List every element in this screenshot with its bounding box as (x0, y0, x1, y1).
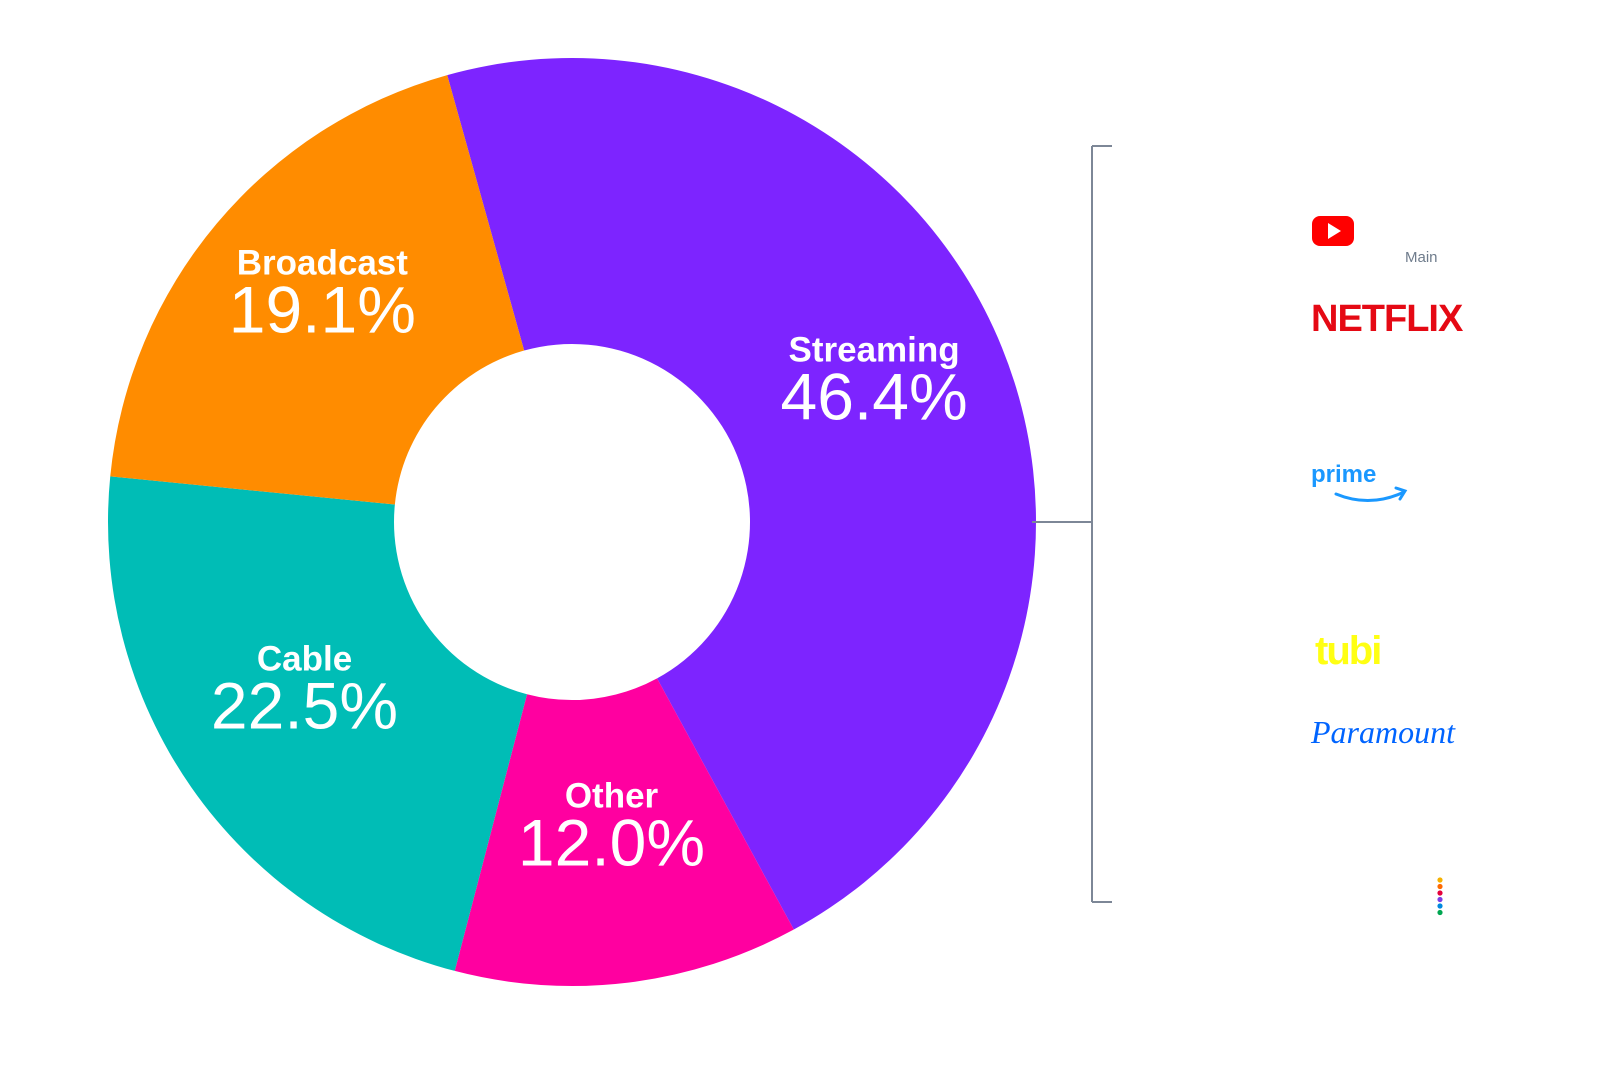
prime-smile-icon (1334, 490, 1406, 503)
svg-text:prime: prime (1311, 461, 1376, 488)
slice-label-streaming: Streaming (789, 330, 960, 369)
peacock-dots-icon (1437, 877, 1443, 916)
paramount-logo: Paramount (1310, 714, 1456, 750)
slice-label-cable: Cable (257, 639, 352, 678)
slice-broadcast (110, 75, 525, 505)
slice-value-streaming: 46.4% (781, 359, 968, 433)
youtube-main-label: Main (1405, 249, 1438, 266)
slice-label-broadcast: Broadcast (237, 243, 409, 282)
slice-label-other: Other (565, 777, 659, 816)
youtube-logo-icon (1312, 216, 1354, 246)
tubi-logo: tubi (1315, 629, 1380, 673)
brand-logos: Main NETFLIX prime tubi Paramount (1310, 216, 1465, 916)
slice-streaming (447, 58, 1036, 930)
prime-logo: prime (1311, 461, 1408, 503)
slice-value-cable: 22.5% (211, 668, 398, 742)
slice-cable (107, 476, 528, 971)
slice-value-broadcast: 19.1% (229, 272, 416, 346)
netflix-logo: NETFLIX (1311, 298, 1464, 340)
streaming-bracket (1032, 145, 1112, 903)
slice-value-other: 12.0% (518, 806, 705, 880)
donut-slices (107, 58, 1036, 986)
slice-other (454, 678, 794, 986)
